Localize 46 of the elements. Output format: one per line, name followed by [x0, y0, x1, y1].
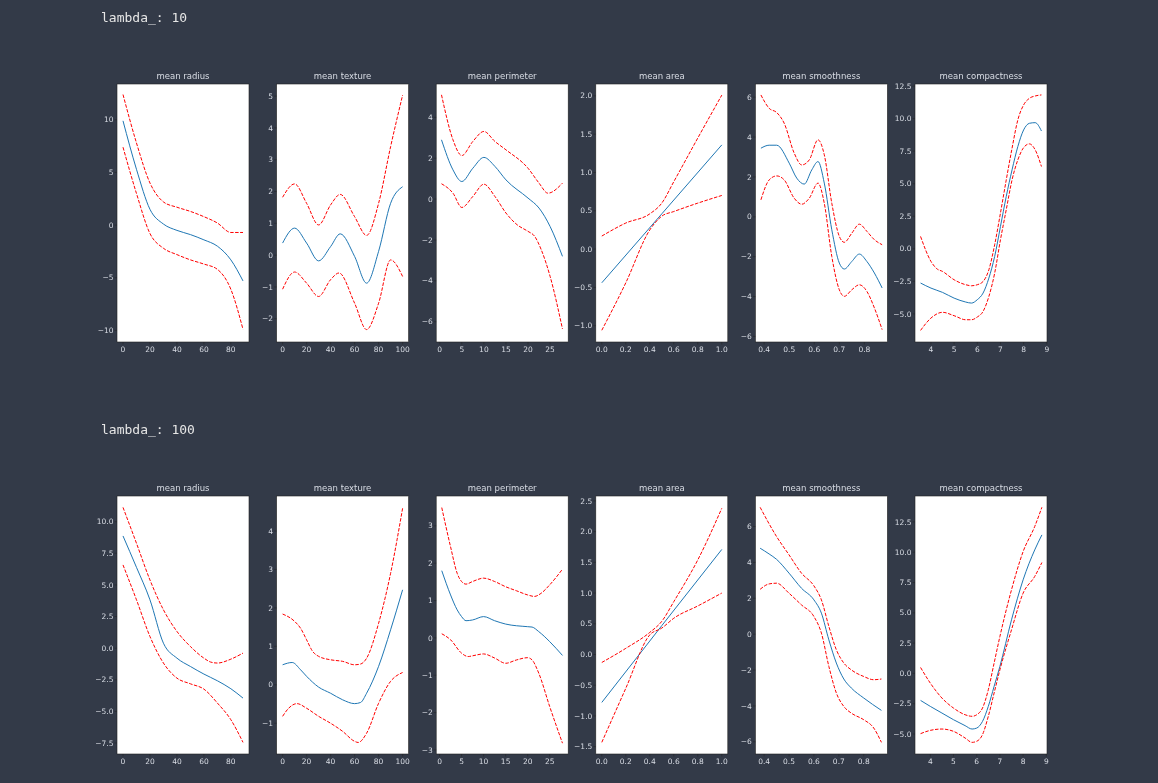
line-series	[601, 194, 723, 331]
chart-title: mean compactness	[939, 483, 1024, 493]
chart-title: mean perimeter	[467, 71, 538, 81]
line-series	[282, 507, 404, 666]
chart-title: mean smoothness	[782, 71, 862, 81]
line-series	[920, 562, 1043, 743]
line-series	[122, 146, 244, 330]
line-series	[920, 94, 1042, 287]
line-series	[920, 534, 1043, 730]
line-series	[441, 570, 563, 656]
chart-title: mean smoothness	[782, 483, 862, 493]
line-series	[282, 671, 404, 743]
line-series	[441, 94, 563, 194]
chart-title: mean area	[638, 71, 685, 81]
chart-title: mean texture	[313, 71, 372, 81]
line-series	[122, 120, 244, 282]
line-series	[920, 506, 1043, 717]
line-series	[441, 507, 563, 597]
chart-title: mean texture	[313, 483, 372, 493]
line-series	[601, 94, 723, 237]
line-series	[282, 259, 404, 331]
line-series	[920, 143, 1042, 331]
chart-title: mean perimeter	[467, 483, 538, 493]
line-series	[122, 506, 244, 664]
line-series	[920, 122, 1042, 304]
line-series	[441, 183, 563, 330]
line-series	[760, 94, 883, 246]
line-series	[759, 506, 882, 681]
chart-title: mean compactness	[939, 71, 1024, 81]
line-series	[760, 175, 883, 331]
line-series	[760, 144, 883, 289]
line-series	[282, 589, 404, 705]
text: lambda_: 100	[101, 422, 195, 437]
line-series	[759, 582, 882, 743]
line-series	[441, 139, 563, 257]
line-series	[122, 564, 244, 743]
chart-title: mean area	[638, 483, 685, 493]
line-series	[122, 94, 244, 233]
chart-title: mean radius	[156, 483, 211, 493]
line-series	[759, 547, 882, 711]
text: lambda_: 10	[101, 10, 188, 25]
line-series	[122, 535, 244, 699]
chart-title: mean radius	[156, 71, 211, 81]
line-series	[282, 186, 404, 284]
line-series	[441, 633, 563, 744]
line-series	[282, 94, 404, 236]
